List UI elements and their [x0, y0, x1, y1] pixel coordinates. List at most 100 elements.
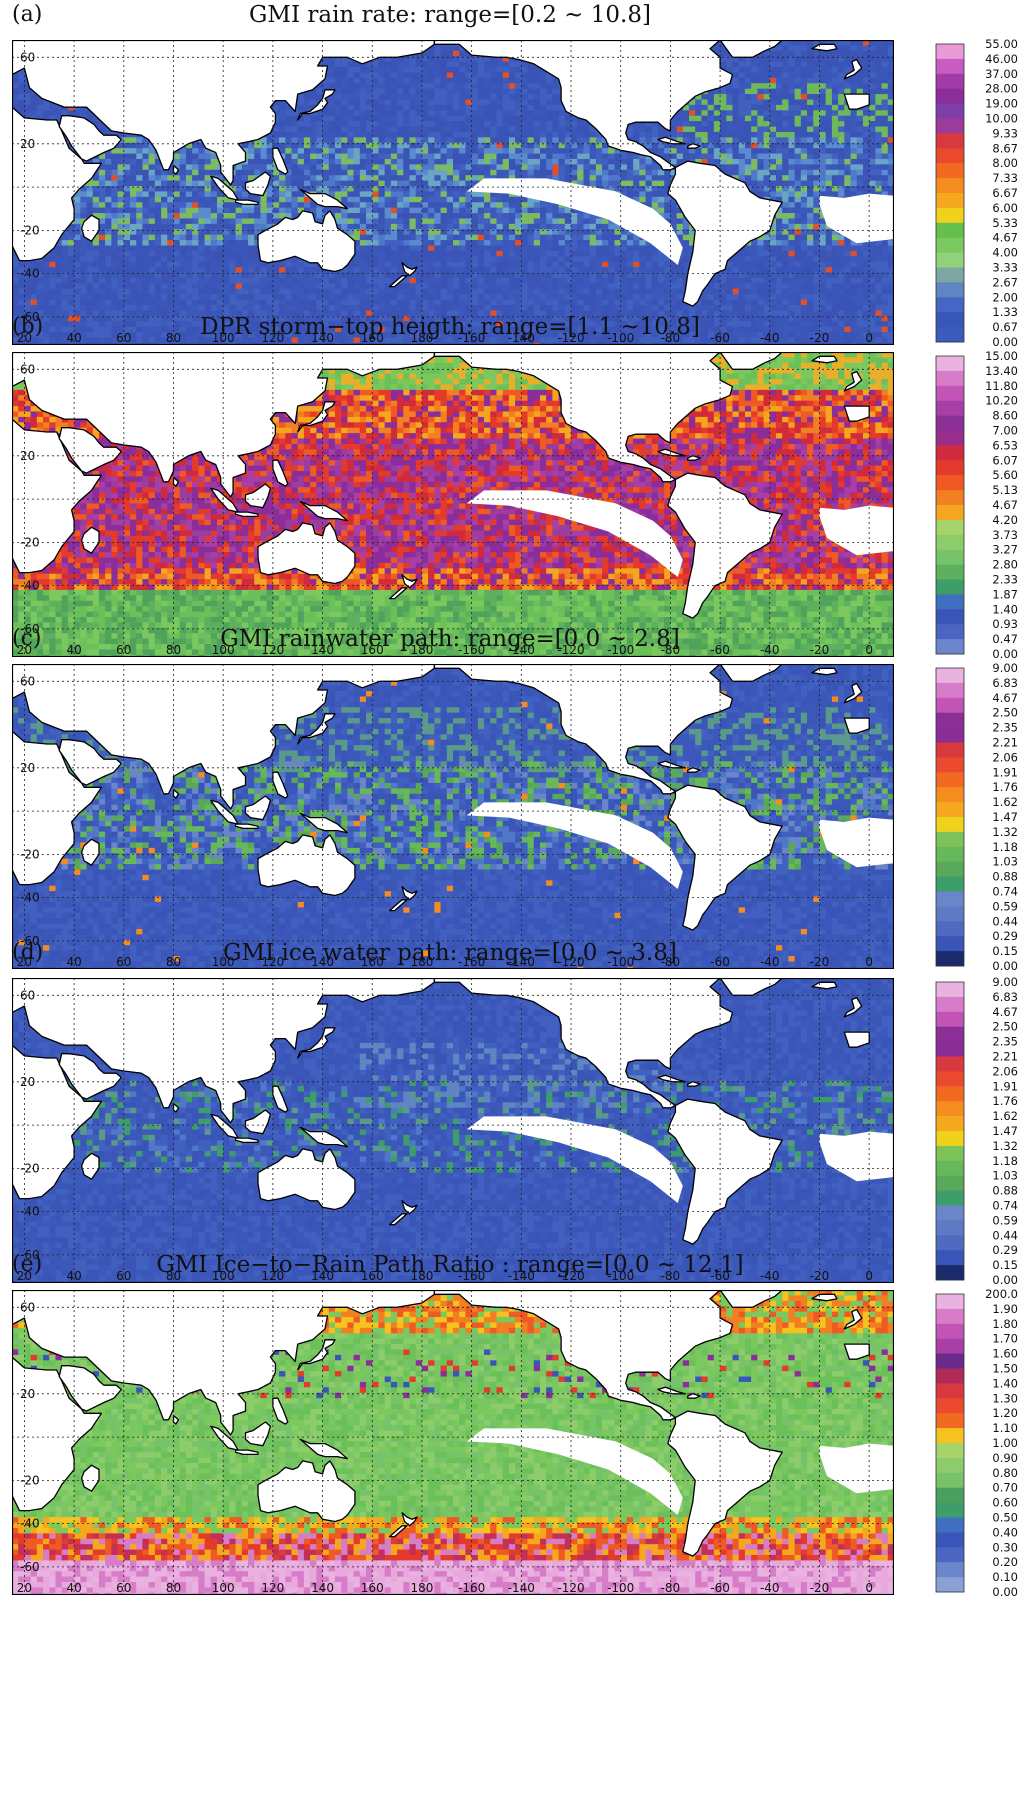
colorbar-label: 0.00 — [992, 647, 1018, 661]
panel-letter: (a) — [12, 2, 42, 27]
colorbar-label: 1.60 — [992, 1347, 1018, 1361]
land-alaska — [433, 1290, 734, 1421]
data-cells — [12, 1290, 894, 1595]
land-alaska — [433, 978, 734, 1109]
colorbar-label: 10.00 — [985, 112, 1018, 126]
land-japan — [297, 89, 336, 121]
colorbar-label: 3.27 — [992, 543, 1018, 557]
land-japan — [297, 1027, 336, 1059]
land-arabia — [58, 115, 122, 162]
colorbar: 55.0046.0037.0028.0019.0010.009.338.678.… — [935, 38, 1018, 349]
lon-tick-label: -160 — [458, 331, 485, 345]
land-srilanka — [172, 1414, 180, 1425]
lon-tick-label: -80 — [661, 1581, 681, 1595]
colorbar-swatch — [936, 1041, 964, 1057]
lon-tick-label: 140 — [311, 955, 334, 969]
land-japan — [297, 1339, 336, 1371]
lon-tick-label: -40 — [760, 1581, 780, 1595]
lon-tick-label: 20 — [17, 331, 32, 345]
colorbar-swatch — [936, 282, 964, 298]
colorbar-label: 9.33 — [992, 126, 1018, 140]
land-srilanka — [172, 788, 180, 799]
land-uk — [843, 1308, 863, 1330]
land-australia — [257, 522, 356, 585]
colorbar-label: 1.03 — [992, 855, 1018, 869]
colorbar-label: 1.33 — [992, 305, 1018, 319]
colorbar-swatch — [936, 549, 964, 565]
colorbar-label: 0.44 — [992, 1228, 1018, 1242]
colorbar-label: 1.87 — [992, 587, 1018, 601]
map-plot: 20 40 60 80 100 120 140 160 180 -160 -140 -120 -100 -… — [12, 1290, 894, 1595]
no-data-region — [466, 178, 683, 265]
colorbar-label: 1.47 — [992, 810, 1018, 824]
land-borneo — [244, 1109, 272, 1135]
lon-tick-label: 180 — [410, 1269, 433, 1283]
lon-tick-label: 40 — [66, 1581, 81, 1595]
land-iberia — [843, 717, 870, 734]
colorbar-label: 2.35 — [992, 721, 1018, 735]
lat-tick-label: -40 — [20, 1205, 40, 1219]
colorbar-swatch — [936, 103, 964, 119]
colorbar-label: 19.00 — [985, 97, 1018, 111]
lon-tick-label: -80 — [661, 955, 681, 969]
colorbar-label: 0.60 — [992, 1496, 1018, 1510]
lon-tick-label: 0 — [865, 643, 873, 657]
no-data-region — [819, 1131, 894, 1182]
lon-tick-label: -160 — [458, 643, 485, 657]
colorbar-swatch — [936, 1175, 964, 1191]
colorbar-label: 5.60 — [992, 468, 1018, 482]
colorbar-label: 6.67 — [992, 186, 1018, 200]
lon-tick-label: -140 — [508, 955, 535, 969]
colorbar-label: 2.06 — [992, 750, 1018, 764]
colorbar-swatch — [936, 1294, 964, 1310]
colorbar-swatch — [936, 1250, 964, 1266]
map-frame — [12, 40, 894, 345]
panel-title: GMI ice water path: range=[0.0 ~ 3.8] — [0, 940, 900, 966]
colorbar-swatch — [936, 982, 964, 998]
lon-tick-label: -120 — [557, 643, 584, 657]
colorbar-swatch — [936, 1428, 964, 1444]
land-srilanka — [172, 164, 180, 175]
land-iceland — [811, 981, 838, 990]
lon-tick-label: 100 — [212, 955, 235, 969]
lon-tick-label: -40 — [760, 643, 780, 657]
colorbar-label: 6.83 — [992, 990, 1018, 1004]
colorbar-swatch — [936, 936, 964, 952]
lon-tick-label: -100 — [607, 1269, 634, 1283]
colorbar-swatch — [936, 609, 964, 625]
lat-tick-label: -60 — [20, 1248, 40, 1262]
land-cuba — [657, 760, 686, 769]
colorbar-label: 9.00 — [992, 976, 1018, 989]
colorbar-label: 4.67 — [992, 498, 1018, 512]
lat-tick-label: -20 — [20, 1161, 40, 1175]
colorbar-label: 1.10 — [992, 1421, 1018, 1435]
land-eurasia — [12, 978, 436, 1124]
colorbar-label: 2.80 — [992, 558, 1018, 572]
land-eurasia — [12, 1290, 436, 1436]
lon-tick-label: 140 — [311, 331, 334, 345]
lon-tick-label: 160 — [361, 1269, 384, 1283]
map-plot: 20 40 60 80 100 120 140 160 180 -160 -140 -120 -100 -… — [12, 978, 894, 1283]
colorbar-swatch — [936, 1235, 964, 1251]
colorbar-swatch — [936, 193, 964, 209]
colorbar-swatch — [936, 1368, 964, 1384]
panel-title: GMI rain rate: range=[0.2 ~ 10.8] — [0, 2, 900, 28]
colorbar-swatch — [936, 1220, 964, 1236]
colorbar-label: 4.67 — [992, 1005, 1018, 1019]
lat-tick-label: -40 — [20, 891, 40, 905]
land-japan — [297, 401, 336, 433]
colorbar-swatch — [936, 327, 964, 343]
lon-tick-label: -60 — [710, 643, 730, 657]
colorbar-swatch — [936, 579, 964, 595]
panel-title: DPR storm−top heigth: range=[1.1 ~10.8] — [0, 314, 900, 340]
land-australia — [257, 210, 356, 273]
land-iceland — [811, 667, 838, 676]
lon-tick-label: -20 — [810, 1581, 830, 1595]
colorbar-label: 0.20 — [992, 1555, 1018, 1569]
lat-tick-label: -60 — [20, 622, 40, 636]
panel-letter: (d) — [12, 940, 43, 965]
colorbar: 9.006.834.672.502.352.212.061.911.761.62… — [935, 662, 1018, 973]
map-frame — [12, 1290, 894, 1595]
colorbar-label: 0.47 — [992, 632, 1018, 646]
lon-tick-label: 100 — [212, 643, 235, 657]
